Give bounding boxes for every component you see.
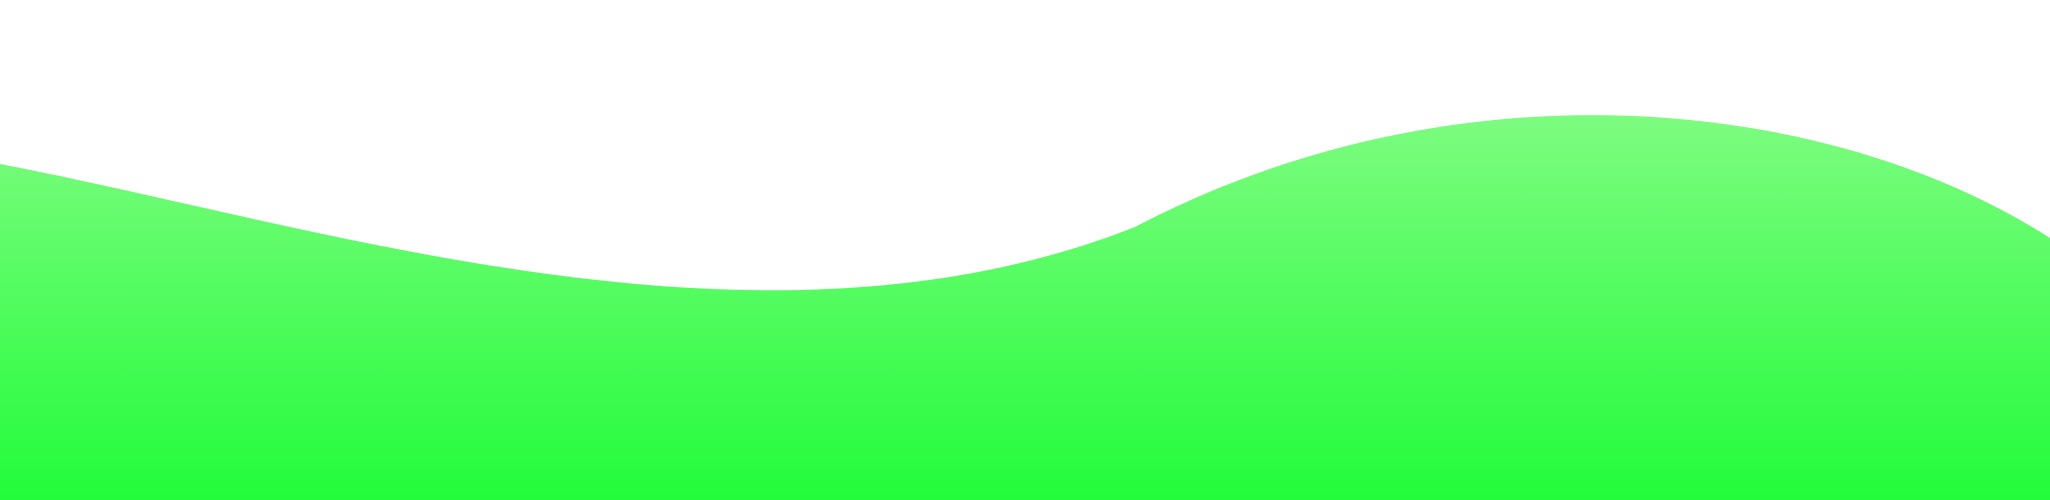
wave-shape [0, 115, 2050, 500]
